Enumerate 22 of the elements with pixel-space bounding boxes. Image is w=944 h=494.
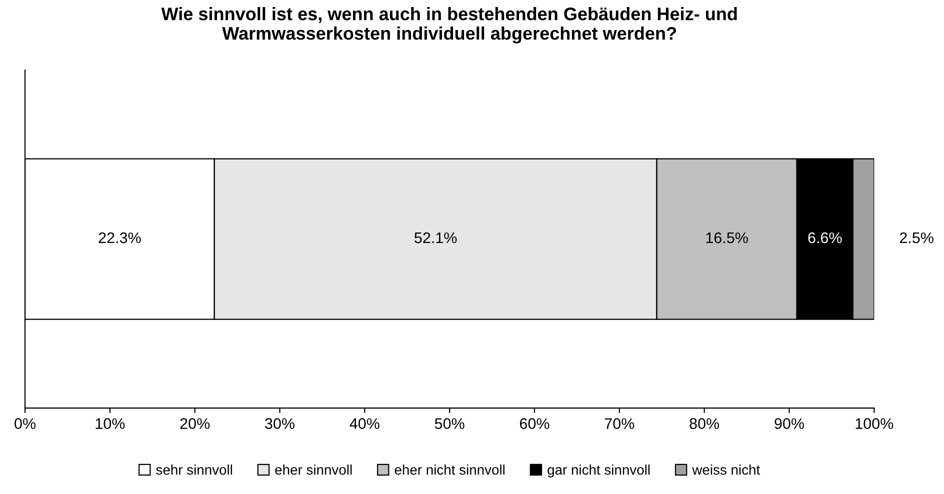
- data-label: 52.1%: [414, 232, 457, 244]
- x-tick-label: 50%: [434, 418, 464, 429]
- x-tick-label: 30%: [265, 418, 294, 429]
- data-label: 22.3%: [98, 232, 141, 244]
- legend-label: weiss nicht: [692, 464, 760, 475]
- x-tick-label: 80%: [690, 418, 720, 429]
- x-tick-label: 90%: [774, 418, 804, 429]
- legend-label: eher sinnvoll: [275, 464, 352, 475]
- data-label: 16.5%: [706, 232, 748, 244]
- data-label: 6.6%: [808, 232, 842, 244]
- x-tick-label: 40%: [350, 418, 380, 429]
- legend-label: sehr sinnvoll: [156, 464, 232, 475]
- data-label: 2.5%: [900, 232, 934, 244]
- legend-label: gar nicht sinnvoll: [548, 464, 650, 478]
- x-tick-label: 10%: [96, 418, 125, 429]
- x-tick-label: 20%: [180, 418, 210, 429]
- x-tick-label: 0%: [14, 418, 36, 429]
- x-tick-label: 60%: [520, 418, 550, 429]
- x-tick-label: 70%: [604, 418, 634, 429]
- x-tick-label: 100%: [856, 418, 894, 429]
- legend-label: eher nicht sinnvoll: [394, 464, 504, 475]
- chart-title: Wie sinnvoll ist es, wenn auch in bestehenden Gebäuden Heiz- und Warmwasserkosten individuell abgerechnet werden?: [161, 7, 737, 44]
